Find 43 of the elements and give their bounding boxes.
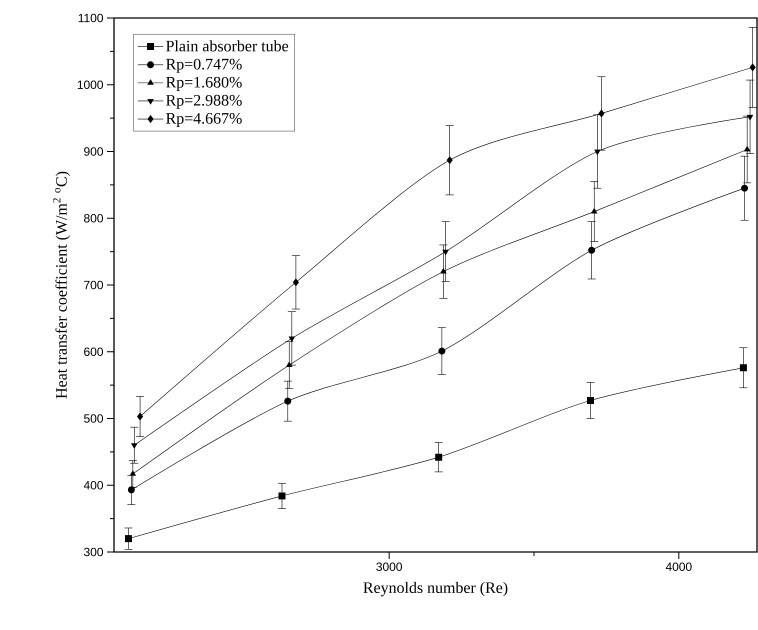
point [128, 486, 135, 494]
point [124, 535, 132, 542]
point [435, 454, 442, 461]
legend-label: Rp=4.667% [166, 112, 242, 127]
point [292, 278, 299, 286]
point [286, 362, 292, 367]
point [598, 110, 604, 118]
point [130, 470, 136, 476]
y-tick-label: 800 [84, 214, 104, 222]
legend-label: Rp=2.988% [166, 94, 242, 109]
y-tick-label: 1000 [78, 80, 104, 89]
point [744, 146, 750, 152]
point [746, 114, 754, 120]
y-tick-label: 1100 [78, 14, 104, 22]
point [442, 250, 449, 256]
point [131, 443, 138, 449]
point [137, 412, 144, 420]
point [288, 336, 295, 342]
point [588, 246, 596, 254]
y-tick-label: 500 [84, 414, 104, 423]
point [284, 398, 292, 405]
point [278, 492, 286, 500]
y-tick-label: 900 [84, 147, 104, 156]
legend-label: Rp=1.680% [166, 76, 242, 91]
point [438, 348, 446, 355]
point [740, 364, 747, 372]
legend-label: Plain absorber tube [166, 40, 288, 52]
point [591, 208, 598, 214]
point [750, 64, 756, 72]
y-axis-title: Heat transfer coefficient (W/m$^{2 o}$C) [53, 172, 70, 398]
y-tick-label: 600 [84, 348, 104, 356]
y-tick-label: 700 [84, 280, 104, 290]
y-tick-label: 400 [84, 481, 104, 490]
point [446, 156, 453, 164]
point [741, 184, 748, 192]
x-axis-title: Reynolds number (Re) [363, 582, 508, 596]
point [440, 268, 446, 274]
point [594, 150, 600, 155]
point [586, 396, 594, 404]
legend-label: Rp=0.747% [166, 58, 242, 73]
x-tick-label: 4000 [666, 562, 692, 571]
y-tick-label: 300 [84, 548, 104, 556]
x-tick-label: 3000 [376, 562, 402, 571]
